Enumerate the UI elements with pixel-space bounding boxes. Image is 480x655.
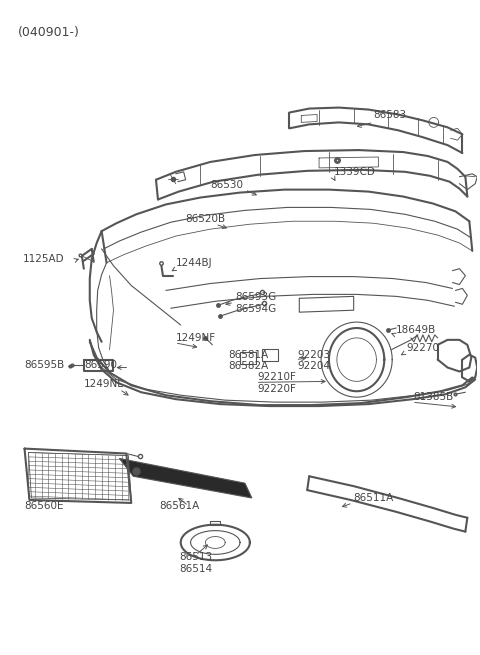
Text: 18649B: 18649B [396, 325, 436, 335]
Text: 86581A: 86581A [228, 350, 268, 360]
Text: (040901-): (040901-) [18, 26, 80, 39]
Text: 86590: 86590 [84, 360, 117, 369]
Text: 86595B: 86595B [24, 360, 65, 369]
Text: 92220F: 92220F [258, 384, 297, 394]
Text: 86594G: 86594G [235, 304, 276, 314]
Text: 1125AD: 1125AD [23, 253, 64, 264]
Text: 92270: 92270 [406, 343, 439, 353]
Text: 86583: 86583 [373, 111, 407, 121]
Text: 1244BJ: 1244BJ [176, 258, 212, 268]
Text: 92204: 92204 [297, 360, 330, 371]
Text: 1249NL: 1249NL [84, 379, 124, 389]
Text: 92203: 92203 [297, 350, 330, 360]
Text: 1339CD: 1339CD [334, 167, 376, 177]
Text: 92210F: 92210F [258, 373, 297, 383]
Text: 1249NF: 1249NF [176, 333, 216, 343]
Text: 86561A: 86561A [159, 501, 199, 511]
Text: 86582A: 86582A [228, 360, 268, 371]
Text: 86560E: 86560E [24, 501, 64, 511]
Text: 86530: 86530 [210, 179, 243, 190]
Text: 86511A: 86511A [354, 493, 394, 503]
Text: 86513: 86513 [179, 552, 212, 562]
Text: 86593G: 86593G [235, 292, 276, 303]
Polygon shape [120, 458, 252, 498]
Text: 86520B: 86520B [186, 214, 226, 224]
Text: 86514: 86514 [179, 564, 212, 574]
Text: 81385B: 81385B [413, 392, 453, 402]
